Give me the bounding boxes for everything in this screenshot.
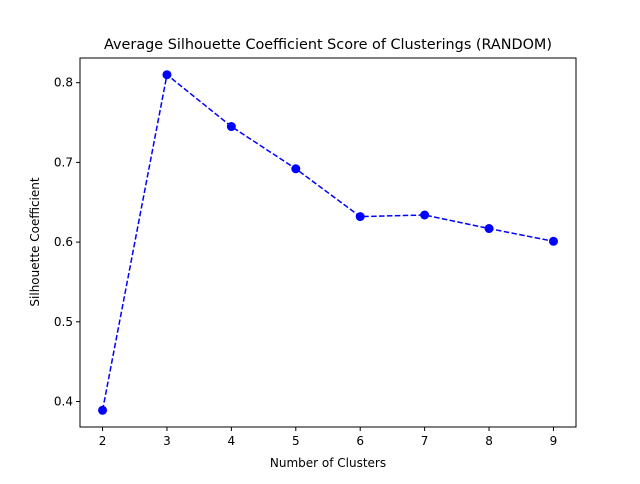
x-axis: 2 3 4 5 6 7 8 9 bbox=[99, 427, 558, 448]
chart-title: Average Silhouette Coefficient Score of … bbox=[104, 37, 552, 53]
y-tick-label: 0.4 bbox=[54, 394, 73, 408]
y-tick-label: 0.7 bbox=[54, 155, 73, 169]
y-axis: 0.4 0.5 0.6 0.7 0.8 bbox=[54, 76, 80, 408]
data-point bbox=[162, 70, 172, 80]
x-tick-label: 8 bbox=[485, 434, 493, 448]
x-tick-label: 7 bbox=[421, 434, 429, 448]
data-point bbox=[291, 164, 301, 174]
data-point bbox=[98, 405, 108, 415]
x-tick-label: 4 bbox=[228, 434, 236, 448]
series-line bbox=[101, 73, 554, 411]
x-axis-label: Number of Clusters bbox=[270, 456, 386, 470]
data-point bbox=[355, 212, 365, 222]
y-tick-label: 0.6 bbox=[54, 235, 73, 249]
x-tick-label: 6 bbox=[356, 434, 364, 448]
data-point bbox=[420, 210, 430, 220]
y-tick-label: 0.8 bbox=[54, 76, 73, 90]
y-tick-label: 0.5 bbox=[54, 315, 73, 329]
data-point bbox=[484, 224, 494, 234]
axes-frame bbox=[79, 57, 577, 428]
x-tick-label: 5 bbox=[292, 434, 300, 448]
x-tick-label: 2 bbox=[99, 434, 107, 448]
plot-area bbox=[98, 70, 558, 415]
data-point bbox=[226, 122, 236, 132]
y-axis-label: Silhouette Coefficient bbox=[28, 177, 42, 306]
x-tick-label: 3 bbox=[163, 434, 171, 448]
x-tick-label: 9 bbox=[550, 434, 558, 448]
data-point bbox=[548, 236, 558, 246]
